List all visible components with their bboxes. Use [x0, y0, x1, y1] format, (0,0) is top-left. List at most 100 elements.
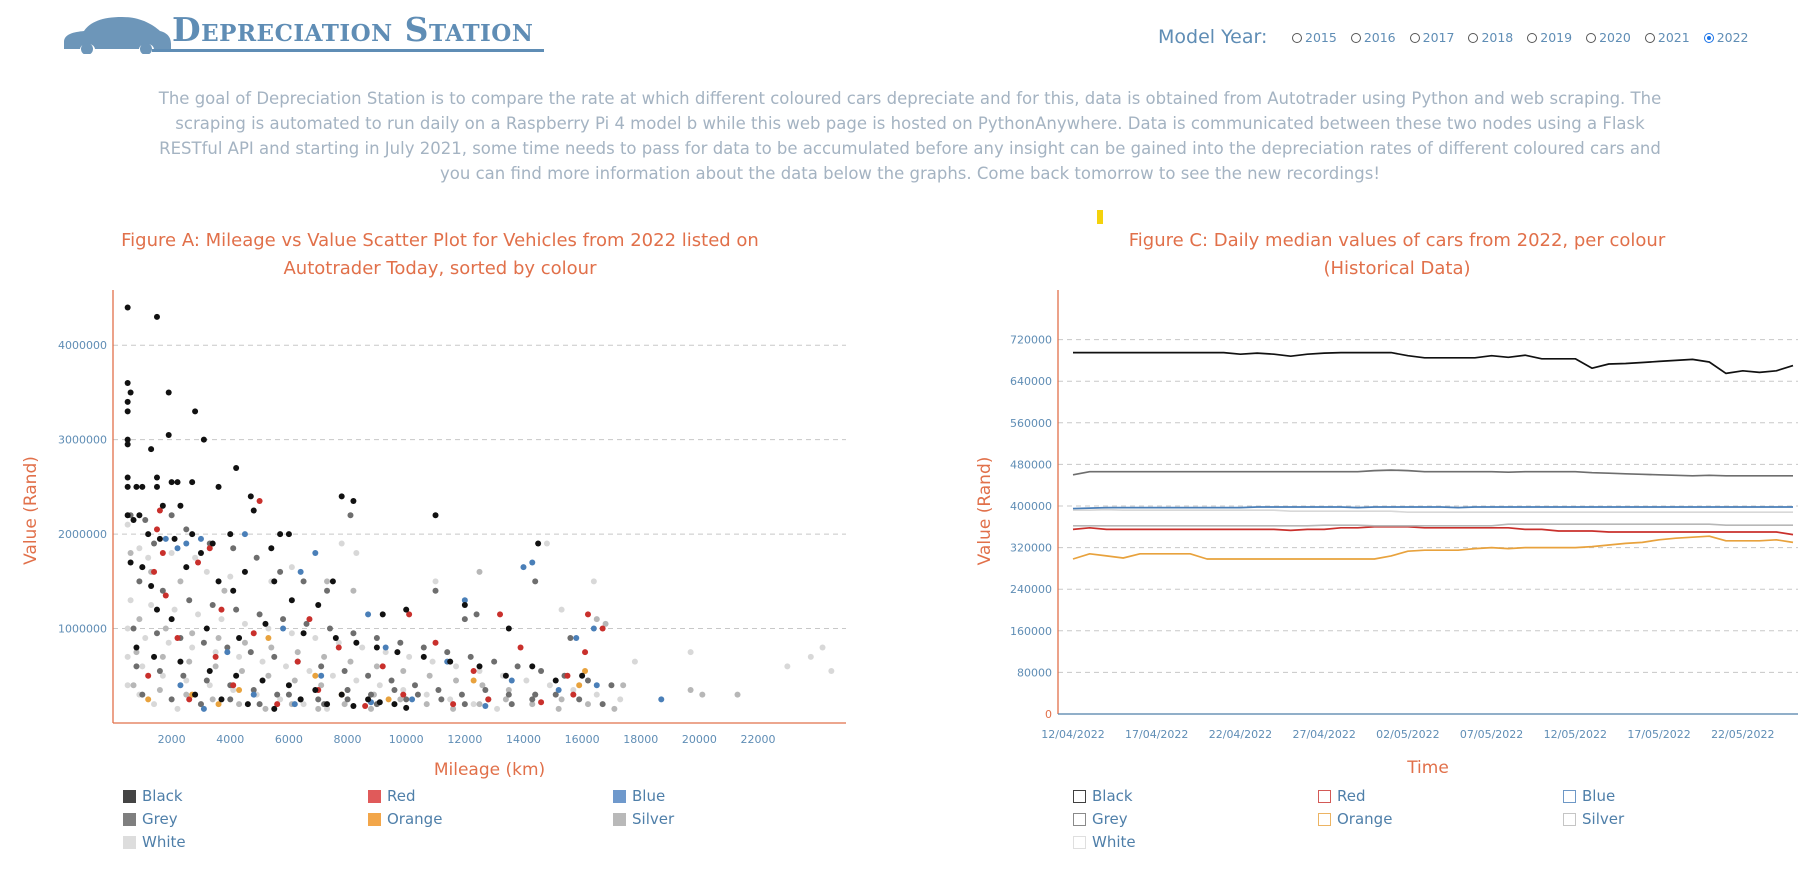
scatter-point-black[interactable]	[192, 408, 199, 415]
scatter-point-white[interactable]	[476, 668, 483, 675]
legend-item-red[interactable]: Red	[368, 787, 416, 805]
scatter-point-black[interactable]	[159, 502, 166, 509]
scatter-point-orange[interactable]	[576, 682, 583, 689]
scatter-point-grey[interactable]	[344, 696, 351, 703]
scatter-point-grey[interactable]	[197, 701, 204, 708]
scatter-point-black[interactable]	[124, 441, 131, 448]
scatter-point-silver[interactable]	[215, 635, 222, 641]
scatter-point-black[interactable]	[250, 507, 257, 514]
scatter-point-white[interactable]	[432, 578, 439, 585]
scatter-point-grey[interactable]	[505, 691, 512, 698]
year-radio-2019[interactable]: 2019	[1527, 30, 1572, 45]
scatter-point-black[interactable]	[244, 701, 251, 708]
scatter-point-grey[interactable]	[142, 516, 149, 523]
series-line-blue[interactable]	[1072, 506, 1793, 510]
scatter-point-silver[interactable]	[341, 701, 348, 708]
scatter-point-silver[interactable]	[159, 653, 166, 660]
scatter-point-white[interactable]	[353, 677, 360, 684]
scatter-point-white[interactable]	[168, 550, 175, 556]
radio-circle-icon[interactable]	[1586, 32, 1597, 43]
scatter-point-white[interactable]	[523, 677, 530, 684]
scatter-point-white[interactable]	[300, 701, 307, 708]
scatter-point-black[interactable]	[476, 663, 483, 670]
scatter-point-white[interactable]	[359, 644, 366, 651]
series-line-white[interactable]	[1073, 508, 1793, 514]
scatter-point-white[interactable]	[139, 663, 146, 670]
scatter-point-white[interactable]	[124, 625, 131, 632]
scatter-point-blue[interactable]	[593, 682, 600, 689]
scatter-point-red[interactable]	[294, 658, 301, 665]
radio-circle-icon[interactable]	[1468, 32, 1479, 43]
scatter-point-grey[interactable]	[168, 512, 175, 519]
scatter-point-white[interactable]	[406, 653, 413, 660]
scatter-point-black[interactable]	[124, 380, 131, 386]
scatter-point-black[interactable]	[461, 601, 468, 608]
scatter-point-grey[interactable]	[435, 686, 442, 693]
scatter-point-black[interactable]	[215, 578, 222, 585]
scatter-point-black[interactable]	[552, 677, 559, 684]
scatter-point-silver[interactable]	[294, 649, 301, 656]
scatter-point-black[interactable]	[168, 479, 175, 486]
scatter-point-grey[interactable]	[608, 682, 615, 689]
scatter-point-grey[interactable]	[209, 601, 216, 608]
scatter-point-white[interactable]	[376, 682, 383, 689]
scatter-point-red[interactable]	[584, 611, 591, 618]
legend-item-black[interactable]: Black	[1073, 787, 1133, 805]
scatter-point-silver[interactable]	[241, 639, 248, 646]
scatter-point-grey[interactable]	[277, 568, 284, 575]
scatter-point-grey[interactable]	[350, 630, 357, 637]
scatter-point-blue[interactable]	[482, 703, 489, 709]
scatter-point-blue[interactable]	[224, 649, 231, 656]
scatter-point-grey[interactable]	[203, 677, 210, 684]
scatter-point-black[interactable]	[379, 611, 386, 618]
scatter-point-grey[interactable]	[508, 701, 515, 708]
scatter-point-black[interactable]	[353, 639, 360, 646]
scatter-point-blue[interactable]	[520, 564, 527, 571]
scatter-point-silver[interactable]	[265, 672, 272, 679]
scatter-point-black[interactable]	[136, 512, 143, 519]
scatter-point-grey[interactable]	[438, 696, 445, 703]
scatter-point-white[interactable]	[203, 568, 210, 575]
scatter-point-grey[interactable]	[256, 611, 263, 618]
scatter-point-black[interactable]	[177, 658, 184, 665]
scatter-point-orange[interactable]	[145, 696, 152, 703]
scatter-point-white[interactable]	[828, 668, 835, 675]
scatter-point-black[interactable]	[124, 512, 131, 519]
year-radio-2016[interactable]: 2016	[1350, 30, 1396, 45]
scatter-point-blue[interactable]	[183, 540, 190, 547]
scatter-point-black[interactable]	[209, 540, 216, 547]
scatter-point-black[interactable]	[183, 564, 190, 571]
scatter-point-black[interactable]	[271, 705, 278, 712]
scatter-point-orange[interactable]	[470, 677, 477, 684]
scatter-point-red[interactable]	[497, 611, 504, 618]
scatter-point-grey[interactable]	[567, 635, 574, 641]
scatter-point-grey[interactable]	[388, 677, 395, 684]
scatter-point-red[interactable]	[156, 507, 163, 514]
scatter-point-black[interactable]	[502, 672, 509, 679]
scatter-point-grey[interactable]	[444, 649, 451, 656]
scatter-point-silver[interactable]	[423, 701, 430, 708]
scatter-point-silver[interactable]	[318, 682, 325, 689]
scatter-point-orange[interactable]	[385, 696, 392, 703]
scatter-point-white[interactable]	[558, 606, 565, 613]
scatter-point-white[interactable]	[189, 644, 196, 651]
scatter-point-black[interactable]	[315, 601, 322, 608]
scatter-point-black[interactable]	[177, 502, 184, 509]
scatter-point-black[interactable]	[200, 436, 207, 443]
scatter-point-blue[interactable]	[200, 705, 207, 712]
scatter-point-white[interactable]	[259, 658, 266, 665]
scatter-point-blue[interactable]	[382, 644, 389, 651]
scatter-point-grey[interactable]	[253, 554, 260, 561]
scatter-point-grey[interactable]	[373, 635, 380, 641]
radio-circle-icon[interactable]	[1527, 32, 1538, 43]
scatter-point-black[interactable]	[133, 644, 140, 651]
scatter-point-grey[interactable]	[576, 696, 583, 703]
scatter-point-blue[interactable]	[241, 531, 248, 538]
scatter-point-black[interactable]	[350, 703, 357, 709]
scatter-point-grey[interactable]	[467, 653, 474, 660]
scatter-point-silver[interactable]	[321, 653, 328, 660]
legend-item-white[interactable]: White	[1073, 833, 1136, 851]
scatter-point-black[interactable]	[165, 389, 172, 396]
scatter-point-grey[interactable]	[514, 663, 521, 670]
scatter-point-red[interactable]	[570, 691, 577, 698]
